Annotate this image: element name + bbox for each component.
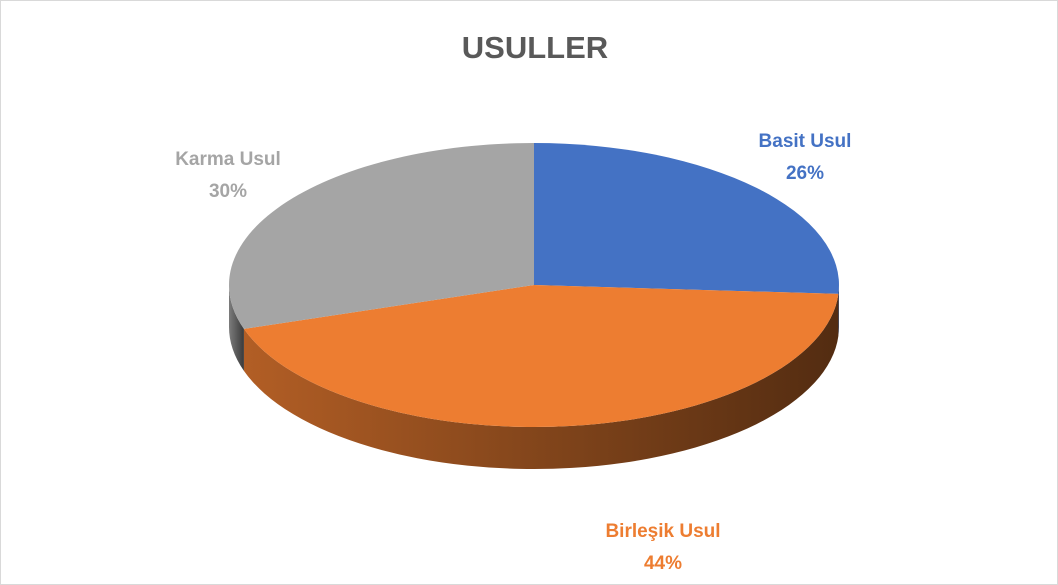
slice-side xyxy=(838,285,840,336)
slice xyxy=(534,143,839,294)
chart-title: USULLER xyxy=(462,30,608,65)
data-label-name: Karma Usul xyxy=(175,149,281,170)
data-label-value: 26% xyxy=(786,163,824,184)
data-label-name: Basit Usul xyxy=(759,131,852,152)
slice xyxy=(243,285,839,427)
slice xyxy=(229,143,535,329)
data-label-value: 44% xyxy=(644,553,682,574)
slice-side xyxy=(243,293,839,469)
data-label-name: Birleşik Usul xyxy=(605,521,720,542)
data-label-value: 30% xyxy=(209,181,247,202)
slice-side xyxy=(229,285,244,371)
